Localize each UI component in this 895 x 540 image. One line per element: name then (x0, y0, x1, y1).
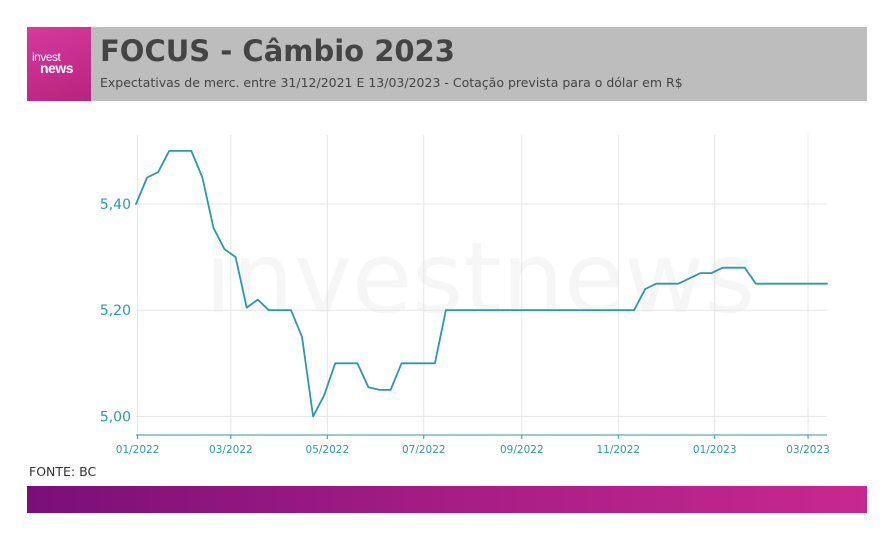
x-tick-label: 09/2022 (500, 444, 544, 456)
watermark-text: investnews (205, 222, 756, 336)
chart-title: FOCUS - Câmbio 2023 (100, 34, 455, 68)
x-tick-label: 07/2022 (402, 444, 446, 456)
x-tick-label: 11/2022 (596, 444, 640, 456)
source-note: FONTE: BC (29, 464, 97, 479)
logo-text-invest: invest (32, 50, 61, 64)
investnews-logo: invest news (27, 27, 91, 101)
y-tick-label: 5,20 (100, 303, 131, 319)
series-line (135, 149, 828, 418)
x-tick-label: 01/2023 (693, 444, 737, 456)
x-tick-label: 03/2023 (786, 444, 830, 456)
y-tick-label: 5,40 (100, 197, 131, 213)
y-tick-label: 5,00 (100, 409, 131, 425)
x-tick-label: 03/2022 (209, 444, 253, 456)
logo-text-news: news (40, 60, 74, 76)
header-banner: invest news FOCUS - Câmbio 2023 Expectat… (27, 27, 867, 101)
x-tick-label: 01/2022 (116, 444, 160, 456)
x-tick-label: 05/2022 (306, 444, 350, 456)
footer-gradient-bar (27, 486, 867, 513)
chart-subtitle: Expectativas de merc. entre 31/12/2021 E… (100, 75, 683, 90)
